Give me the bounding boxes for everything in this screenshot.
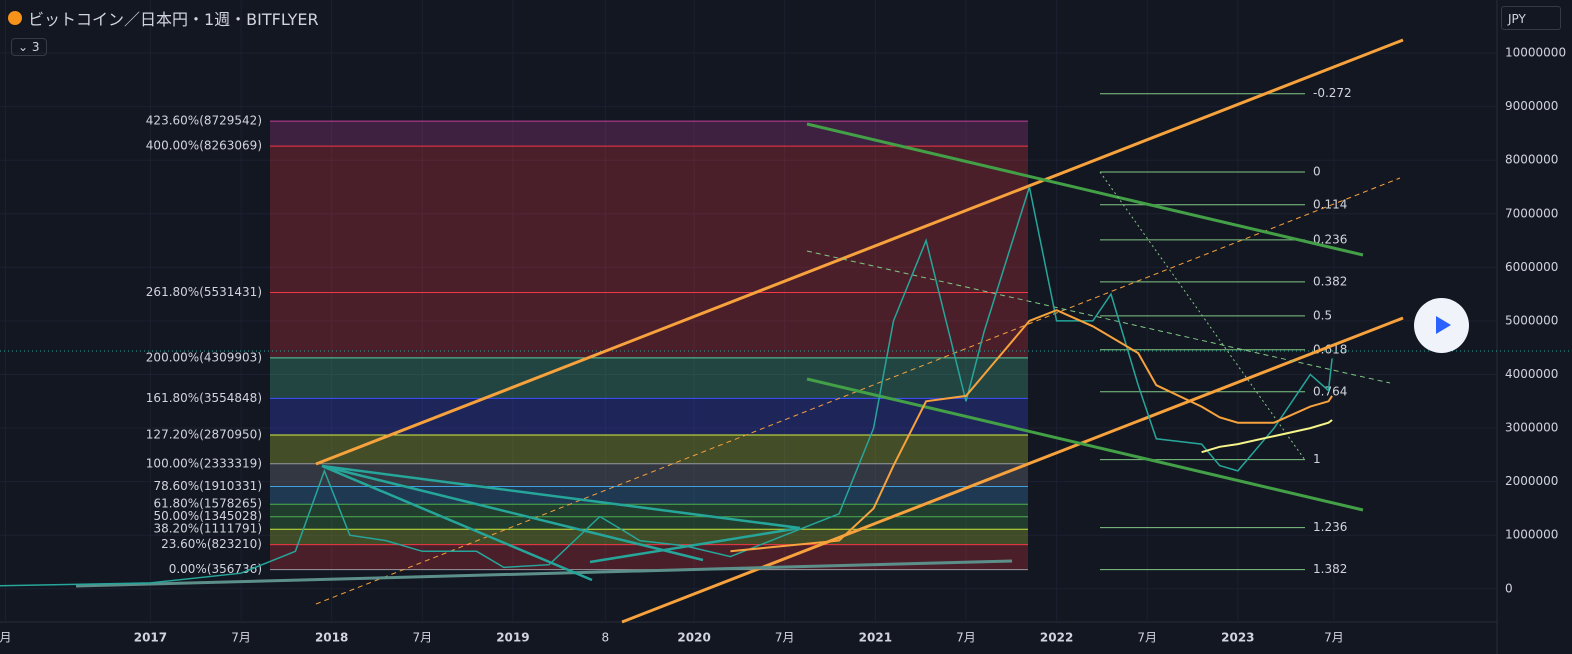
- fib-extension-label: 1: [1313, 452, 1321, 466]
- fib-label: 423.60%(8729542): [146, 114, 262, 128]
- x-tick-label: 2018: [315, 631, 348, 645]
- fib-zone: [270, 504, 1028, 517]
- fib-zone: [270, 486, 1028, 505]
- fib-extension-label: 1.382: [1313, 562, 1347, 576]
- y-tick-label: 1000000: [1505, 528, 1558, 542]
- price-line-series: [1201, 419, 1333, 454]
- x-tick-label: 7月: [412, 631, 432, 645]
- fib-label: 61.80%(1578265): [153, 497, 262, 511]
- fib-label: 261.80%(5531431): [146, 285, 262, 299]
- fib-zone: [270, 146, 1028, 293]
- trend-line: [1099, 171, 1306, 461]
- trend-line: [621, 316, 1404, 624]
- y-tick-label: 7000000: [1505, 206, 1558, 220]
- y-tick-label: 10000000: [1505, 46, 1566, 60]
- x-tick-label: 2021: [859, 631, 892, 645]
- fib-extension-label: 0.114: [1313, 197, 1347, 211]
- y-tick-label: 3000000: [1505, 421, 1558, 435]
- y-tick-label: 4000000: [1505, 367, 1558, 381]
- fib-zone: [270, 398, 1028, 435]
- y-tick-label: 2000000: [1505, 474, 1558, 488]
- y-tick-label: 5000000: [1505, 313, 1558, 327]
- fib-extension-label: -0.272: [1313, 86, 1352, 100]
- x-tick-label: 7月: [1137, 631, 1157, 645]
- fib-zone: [270, 357, 1028, 399]
- x-tick-label: 2017: [134, 631, 167, 645]
- trend-lines: [321, 464, 801, 582]
- fib-extension-label: 0.382: [1313, 274, 1347, 288]
- fib-label: 127.20%(2870950): [146, 427, 262, 441]
- y-tick-label: 0: [1505, 581, 1513, 595]
- fib-label: 78.60%(1910331): [153, 479, 262, 493]
- drawings: [75, 38, 1404, 624]
- fib-extension-label: 0.764: [1313, 384, 1347, 398]
- fib-label: 0.00%(356736): [169, 562, 262, 576]
- fib-zone: [270, 516, 1028, 530]
- trend-line: [315, 38, 1404, 466]
- symbol-header: ビットコイン／日本円・1週・BITFLYER: [8, 6, 319, 30]
- fib-zone: [270, 434, 1028, 464]
- fib-label: 50.00%(1345028): [153, 509, 262, 523]
- play-button[interactable]: [1414, 298, 1469, 353]
- x-tick-label: 2022: [1040, 631, 1073, 645]
- y-tick-label: 6000000: [1505, 260, 1558, 274]
- fib-extension-label: 0.236: [1313, 232, 1347, 246]
- currency-button[interactable]: JPY: [1501, 6, 1561, 30]
- x-tick-label: 2019: [496, 631, 529, 645]
- fib-label: 400.00%(8263069): [146, 139, 262, 153]
- x-tick-label: 7月: [956, 631, 976, 645]
- y-tick-label: 9000000: [1505, 99, 1558, 113]
- price-line-series: [730, 309, 1333, 553]
- trend-line: [806, 377, 1364, 512]
- fib-extension-label: 1.236: [1313, 520, 1347, 534]
- trend-line: [75, 559, 1013, 588]
- symbol-title: ビットコイン／日本円・1週・BITFLYER: [28, 10, 319, 29]
- fib-extension-label: 0.618: [1313, 342, 1347, 356]
- x-tick-label: 7月: [231, 631, 251, 645]
- fib-extension-label: 0: [1313, 164, 1321, 178]
- fib-label: 200.00%(4309903): [146, 350, 262, 364]
- fib-extension-label: 0.5: [1313, 308, 1332, 322]
- fib-zone: [270, 292, 1028, 358]
- trend-line: [806, 122, 1364, 257]
- x-tick-label: 月: [0, 631, 11, 645]
- x-tick-label: 7月: [775, 631, 795, 645]
- x-tick-label: 7月: [1324, 631, 1344, 645]
- y-tick-label: 8000000: [1505, 153, 1558, 167]
- fib-zone: [270, 463, 1028, 487]
- x-tick-label: 2023: [1221, 631, 1254, 645]
- fib-label: 161.80%(3554848): [146, 391, 262, 405]
- fib-zone: [270, 544, 1028, 570]
- fib-label: 100.00%(2333319): [146, 456, 262, 470]
- fib-label: 23.60%(823210): [161, 537, 262, 551]
- fib-label: 38.20%(1111791): [153, 522, 262, 536]
- x-tick-label: 2020: [677, 631, 710, 645]
- indicator-toggle[interactable]: ⌄ 3: [11, 38, 47, 56]
- fib-zone: [270, 121, 1028, 147]
- coin-icon: [8, 11, 22, 25]
- x-tick-label: 8: [602, 631, 610, 645]
- trend-line: [806, 250, 1391, 384]
- indicator-count: 3: [31, 40, 40, 54]
